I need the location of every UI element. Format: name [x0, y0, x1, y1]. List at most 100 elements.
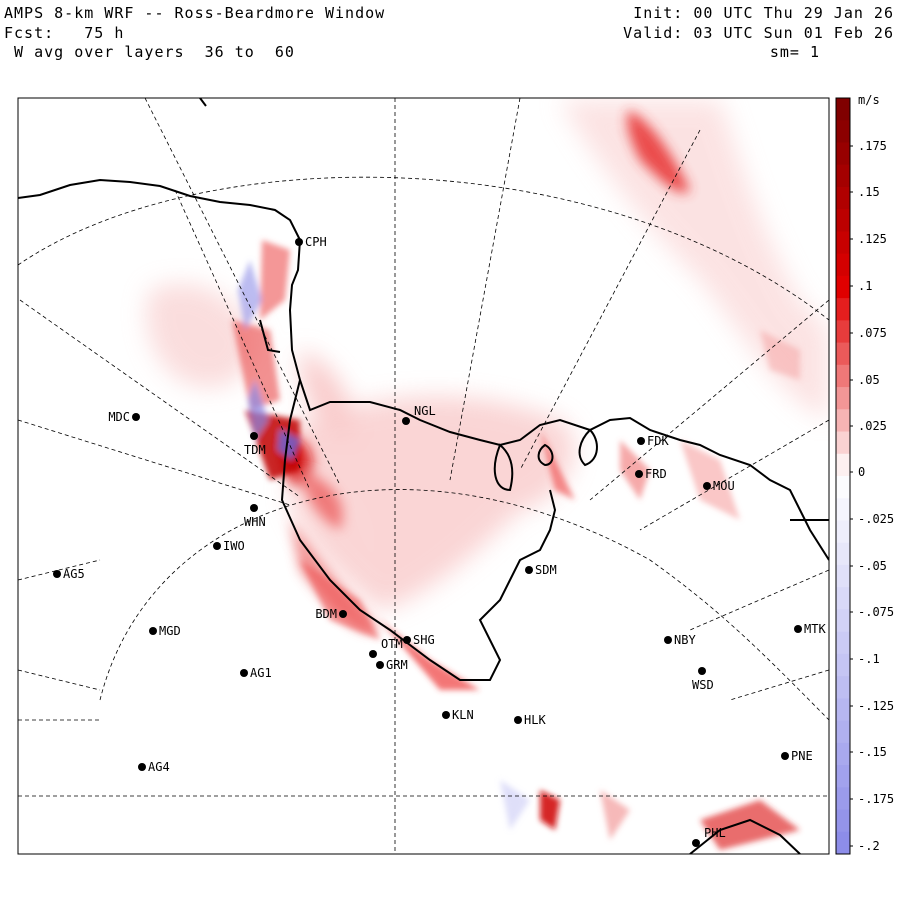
colorbar-swatch [836, 653, 850, 677]
station-iwo: IWO [213, 539, 245, 553]
colorbar-tick-label: .15 [858, 185, 880, 199]
colorbar-swatch [836, 564, 850, 588]
layer-description: W avg over layers 36 to 60 [4, 43, 295, 61]
station-label: AG1 [250, 666, 272, 680]
plot-area: CPH MDC TDM NGL FDK FRD MOU WHN IWO AG5 SDM MGD BDM S… [18, 98, 829, 854]
station-label: FRD [645, 467, 667, 481]
station-label: IWO [223, 539, 245, 553]
colorbar-swatch [836, 476, 850, 499]
colorbar-swatch [836, 298, 850, 321]
station-dot [53, 570, 61, 578]
colorbar-swatch [836, 631, 850, 655]
colorbar-swatch [836, 342, 850, 366]
colorbar-swatch [836, 275, 850, 299]
station-dot [138, 763, 146, 771]
station-dot [692, 839, 700, 847]
station-ag5: AG5 [53, 567, 85, 581]
station-kln: KLN [442, 708, 474, 722]
colorbar-tick-label: .125 [858, 232, 887, 246]
station-dot [295, 238, 303, 246]
colorbar-tick-label: -.05 [858, 559, 887, 573]
colorbar: m/s .175 .15 .125 .1 .075 .05 .025 0 -.025 -.05 -.… [835, 93, 894, 855]
station-markers: CPH MDC TDM NGL FDK FRD MOU WHN IWO AG5 SDM MGD BDM S… [53, 235, 826, 847]
station-ag4: AG4 [138, 760, 170, 774]
colorbar-swatch [836, 142, 850, 166]
station-label: MGD [159, 624, 181, 638]
station-dot [637, 437, 645, 445]
station-dot [250, 432, 258, 440]
station-otm: OTM [369, 637, 403, 658]
station-label: CPH [305, 235, 327, 249]
station-dot [402, 417, 410, 425]
colorbar-swatch [836, 720, 850, 744]
station-dot [369, 650, 377, 658]
colorbar-swatch [836, 364, 850, 388]
colorbar-frame [835, 97, 851, 855]
station-dot [514, 716, 522, 724]
station-fdk: FDK [637, 434, 669, 448]
station-label: MOU [713, 479, 735, 493]
station-label: TDM [244, 443, 266, 457]
station-dot [339, 610, 347, 618]
station-label: AG5 [63, 567, 85, 581]
colorbar-swatch [836, 320, 850, 344]
smoothing-label: sm= 1 [769, 43, 820, 61]
station-mdc: MDC [108, 410, 140, 424]
colorbar-swatch [836, 120, 850, 143]
colorbar-swatch [836, 742, 850, 766]
colorbar-tick-label: -.15 [858, 745, 887, 759]
station-label: AG4 [148, 760, 170, 774]
colorbar-swatch [836, 787, 850, 811]
station-label: BDM [315, 607, 337, 621]
colorbar-tick-label: -.125 [858, 699, 894, 713]
station-dot [664, 636, 672, 644]
colorbar-swatch [836, 98, 850, 121]
station-dot [376, 661, 384, 669]
station-hlk: HLK [514, 713, 546, 727]
colorbar-units: m/s [858, 93, 880, 107]
station-label: FDK [647, 434, 669, 448]
colorbar-swatch [836, 676, 850, 699]
colorbar-swatch [836, 253, 850, 277]
velocity-shading [146, 100, 829, 850]
colorbar-swatch [836, 831, 850, 855]
colorbar-swatch [836, 387, 850, 410]
colorbar-tick-label: -.1 [858, 652, 880, 666]
station-nby: NBY [664, 633, 696, 647]
station-grm: GRM [376, 658, 408, 672]
station-wsd: WSD [692, 667, 714, 692]
station-cph: CPH [295, 235, 327, 249]
colorbar-swatch [836, 609, 850, 633]
station-label: SHG [413, 633, 435, 647]
colorbar-swatch [836, 209, 850, 232]
station-dot [703, 482, 711, 490]
valid-time: Valid: 03 UTC Sun 01 Feb 26 [623, 24, 894, 42]
colorbar-tick-label: .05 [858, 373, 880, 387]
graticule [18, 98, 829, 854]
colorbar-tick-label: 0 [858, 465, 865, 479]
station-mou: MOU [703, 479, 735, 493]
colorbar-tick-label: -.175 [858, 792, 894, 806]
colorbar-swatch [836, 520, 850, 544]
plot-frame [17, 97, 830, 855]
station-dot [442, 711, 450, 719]
station-dot [698, 667, 706, 675]
station-label: PHL [704, 826, 726, 840]
station-dot [240, 669, 248, 677]
station-whn: WHN [244, 504, 266, 529]
colorbar-tick-label: -.025 [858, 512, 894, 526]
station-label: NBY [674, 633, 696, 647]
station-mtk: MTK [794, 622, 826, 636]
station-tdm: TDM [244, 432, 266, 457]
colorbar-tick-label: .1 [858, 279, 872, 293]
station-ngl: NGL [402, 404, 436, 425]
station-phl: PHL [692, 826, 726, 847]
station-sdm: SDM [525, 563, 557, 577]
forecast-hour: Fcst: 75 h [4, 24, 125, 42]
station-dot [781, 752, 789, 760]
station-label: PNE [791, 749, 813, 763]
station-ag1: AG1 [240, 666, 272, 680]
colorbar-swatch [836, 809, 850, 833]
station-dot [525, 566, 533, 574]
station-label: WHN [244, 515, 266, 529]
